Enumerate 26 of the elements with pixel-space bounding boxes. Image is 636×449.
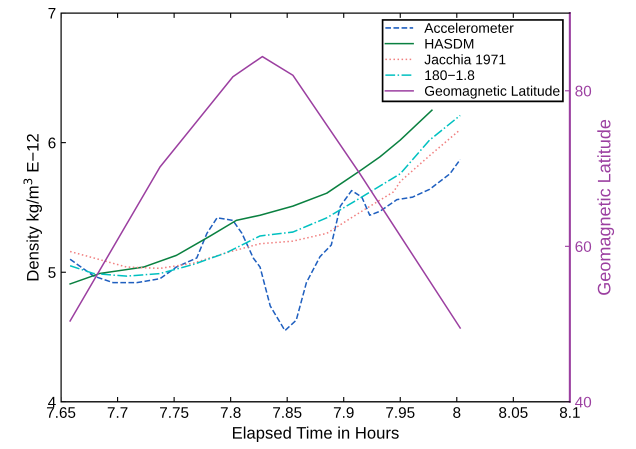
x-tick-label: 7.9 xyxy=(334,407,354,418)
y-tick-label: 7 xyxy=(48,8,56,19)
y-tick-label: 4 xyxy=(48,396,56,408)
x-tick-label: 7.95 xyxy=(386,407,414,418)
legend-label: HASDM xyxy=(425,38,474,49)
x-tick-label: 7.85 xyxy=(273,407,302,418)
y2-tick-label: 80 xyxy=(575,86,592,96)
x-tick-label: 7.8 xyxy=(220,407,241,418)
x-tick-label: 7.7 xyxy=(108,407,128,418)
line-series xyxy=(69,158,461,332)
x-tick-label: 8.1 xyxy=(560,407,580,418)
y-tick-label: 5 xyxy=(48,267,56,278)
y2-tick-label: 60 xyxy=(575,241,592,252)
x-tick-label: 7.75 xyxy=(160,407,188,418)
x-tick-label: 8 xyxy=(453,407,460,418)
y-tick-label: 6 xyxy=(48,138,56,148)
legend-label: Geomagnetic Latitude xyxy=(424,86,560,99)
legend-label: Accelerometer xyxy=(424,22,514,33)
y-axis-title: Density kg/m$^{3}$ E−12 xyxy=(23,134,42,280)
legend-label: 180−1.8 xyxy=(425,70,474,80)
x-tick-label: 7.65 xyxy=(46,407,76,418)
y2-axis-title: Geomagnetic Latitude xyxy=(597,120,614,295)
legend-label: Jacchia 1971 xyxy=(424,54,506,64)
y2-tick-label: 40 xyxy=(575,396,592,408)
x-tick-label: 8.05 xyxy=(499,407,528,418)
x-axis-title: Elapsed Time in Hours xyxy=(232,426,399,442)
